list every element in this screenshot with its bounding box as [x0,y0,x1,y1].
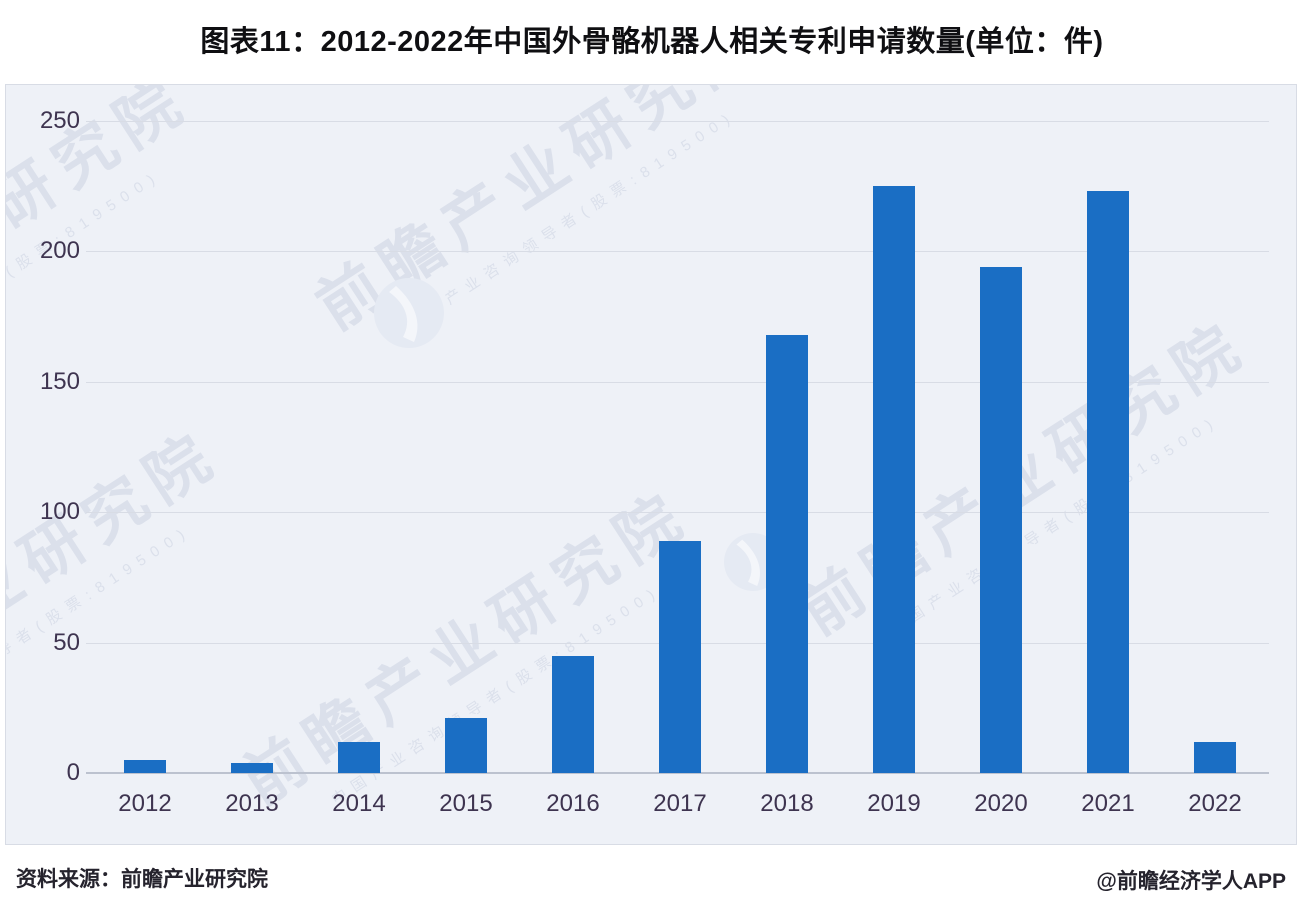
bar [231,763,273,773]
x-axis-line [86,772,1269,774]
bar [552,656,594,773]
y-tick-label: 150 [39,367,80,395]
y-tick-label: 0 [66,759,80,786]
bar [766,335,808,773]
x-tick-label: 2019 [867,790,921,817]
gridline [86,512,1269,514]
credit-label: @前瞻经济学人APP [1096,870,1286,893]
source-label: 资料来源：前瞻产业研究院 [16,868,268,891]
chart-panel: 前瞻产业研究院 中国产业咨询领导者(股票:819500) 前瞻产业研究院 中国产业咨询… [5,84,1297,845]
watermark-globe-icon [374,278,444,353]
y-tick-label: 100 [39,498,80,526]
x-tick-label: 2022 [1188,790,1242,817]
bar [873,186,915,773]
x-tick-label: 2017 [653,790,707,817]
x-tick-label: 2018 [760,790,814,817]
bar [445,718,487,773]
x-tick-label: 2015 [439,790,493,817]
y-tick-label: 250 [39,107,80,134]
plot-area: 250 200 150 100 50 0 2012 2013 2014 2015 2016 2017 2… [6,85,1296,844]
y-tick-label: 200 [39,237,80,265]
bar [124,760,166,773]
gridline [86,381,1269,383]
x-tick-label: 2020 [974,790,1028,817]
gridline [86,251,1269,253]
bar [980,267,1022,773]
bar [338,742,380,773]
bar [659,541,701,773]
x-tick-label: 2014 [332,790,386,817]
x-tick-label: 2021 [1081,790,1135,817]
bar [1194,742,1236,773]
footer: 资料来源：前瞻产业研究院 @前瞻经济学人APP [0,845,1304,922]
bar [1087,191,1129,773]
gridline [86,121,1269,122]
chart-title: 图表11：2012-2022年中国外骨骼机器人相关专利申请数量(单位：件) [200,26,1104,58]
x-tick-label: 2013 [225,790,279,817]
y-tick-label: 50 [53,628,80,656]
x-tick-label: 2016 [546,790,600,817]
x-tick-label: 2012 [118,790,172,817]
